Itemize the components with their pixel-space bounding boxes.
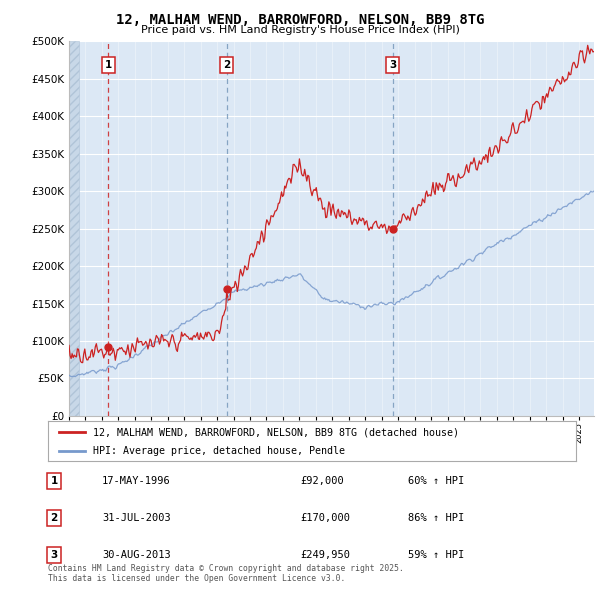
Text: 30-AUG-2013: 30-AUG-2013 (102, 550, 171, 559)
Text: 60% ↑ HPI: 60% ↑ HPI (408, 476, 464, 486)
Text: 12, MALHAM WEND, BARROWFORD, NELSON, BB9 8TG (detached house): 12, MALHAM WEND, BARROWFORD, NELSON, BB9… (93, 428, 459, 438)
Text: £249,950: £249,950 (300, 550, 350, 559)
Text: HPI: Average price, detached house, Pendle: HPI: Average price, detached house, Pend… (93, 447, 345, 456)
Text: 31-JUL-2003: 31-JUL-2003 (102, 513, 171, 523)
Text: 12, MALHAM WEND, BARROWFORD, NELSON, BB9 8TG: 12, MALHAM WEND, BARROWFORD, NELSON, BB9… (116, 13, 484, 27)
Text: 1: 1 (50, 476, 58, 486)
Text: Contains HM Land Registry data © Crown copyright and database right 2025.
This d: Contains HM Land Registry data © Crown c… (48, 563, 404, 583)
Text: 3: 3 (389, 60, 396, 70)
Text: 86% ↑ HPI: 86% ↑ HPI (408, 513, 464, 523)
Text: 3: 3 (50, 550, 58, 559)
Text: Price paid vs. HM Land Registry's House Price Index (HPI): Price paid vs. HM Land Registry's House … (140, 25, 460, 35)
Text: 1: 1 (104, 60, 112, 70)
Text: 2: 2 (223, 60, 230, 70)
Text: £170,000: £170,000 (300, 513, 350, 523)
Bar (69, 41, 79, 416)
Text: 2: 2 (50, 513, 58, 523)
Text: 59% ↑ HPI: 59% ↑ HPI (408, 550, 464, 559)
Text: £92,000: £92,000 (300, 476, 344, 486)
Text: 17-MAY-1996: 17-MAY-1996 (102, 476, 171, 486)
